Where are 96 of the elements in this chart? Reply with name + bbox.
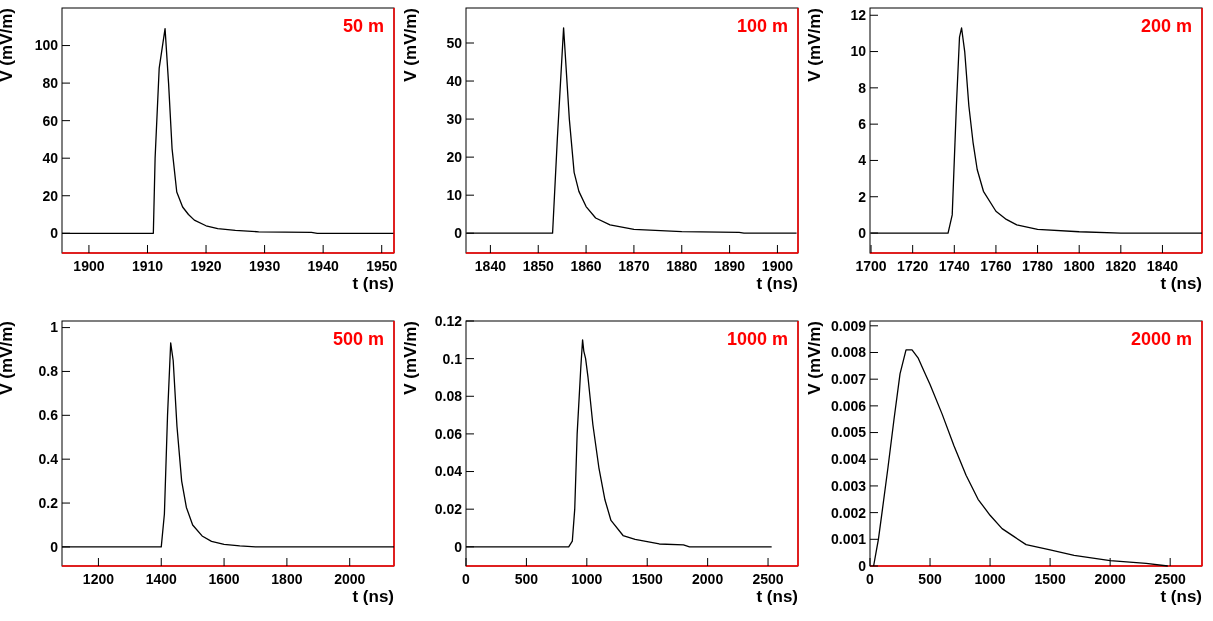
x-tick-label: 2500 (1154, 571, 1186, 587)
y-tick-label: 30 (446, 110, 463, 127)
y-tick-label: 1 (50, 319, 59, 336)
y-tick-label: 0.02 (434, 501, 463, 518)
x-tick-label: 1500 (631, 571, 663, 587)
x-tick-label: 1740 (938, 258, 971, 274)
y-tick-label: 4 (858, 152, 867, 169)
x-tick-label: 1820 (1105, 258, 1137, 274)
x-axis-title: t (ns) (756, 587, 798, 606)
x-tick-label: 1860 (570, 258, 602, 274)
x-tick-label: 1500 (1034, 571, 1066, 587)
y-tick-label: 12 (850, 7, 867, 24)
y-tick-label: 40 (446, 72, 463, 89)
x-tick-label: 500 (514, 571, 539, 587)
y-tick-label: 50 (446, 34, 463, 51)
x-tick-label: 1890 (714, 258, 746, 274)
y-tick-label: 20 (446, 149, 463, 166)
x-tick-label: 2000 (692, 571, 724, 587)
y-tick-label: 0.1 (442, 350, 463, 367)
x-axis-title: t (ns) (352, 274, 394, 293)
y-tick-label: 6 (858, 116, 867, 133)
x-tick-label: 1930 (249, 258, 281, 274)
y-tick-label: 10 (446, 187, 463, 204)
x-axis-title: t (ns) (1160, 274, 1202, 293)
y-tick-label: 0.009 (830, 317, 867, 334)
y-tick-label: 0 (858, 224, 867, 241)
y-tick-label: 0.6 (38, 407, 59, 424)
x-tick-label: 2000 (334, 571, 366, 587)
y-tick-label: 0 (454, 225, 463, 242)
y-tick-label: 0.007 (830, 371, 867, 388)
y-tick-label: 0 (50, 538, 59, 555)
x-tick-label: 1760 (980, 258, 1012, 274)
y-tick-label: 0.08 (434, 388, 463, 405)
y-tick-label: 100 (34, 37, 59, 54)
x-tick-label: 1940 (307, 258, 339, 274)
y-axis-title: V (mV/m) (805, 8, 824, 82)
y-tick-label: 60 (42, 112, 59, 129)
x-tick-label: 1850 (522, 258, 555, 274)
annotation: 50 m (342, 16, 384, 36)
x-tick-label: 1910 (131, 258, 164, 274)
x-tick-label: 1000 (571, 571, 603, 587)
y-tick-label: 0 (858, 557, 867, 574)
annotation: 500 m (332, 329, 384, 349)
y-tick-label: 0.8 (38, 363, 59, 380)
x-tick-label: 1920 (190, 258, 222, 274)
y-tick-label: 0.002 (830, 504, 867, 521)
y-tick-label: 8 (858, 79, 867, 96)
y-tick-label: 0.003 (830, 477, 867, 494)
x-tick-label: 1900 (761, 258, 794, 274)
y-axis-title: V (mV/m) (0, 8, 16, 82)
y-tick-label: 0.12 (434, 312, 463, 329)
x-tick-label: 2000 (1094, 571, 1126, 587)
y-tick-label: 80 (42, 75, 59, 91)
x-tick-label: 1600 (208, 571, 240, 587)
x-tick-label: 1800 (271, 571, 303, 587)
y-tick-label: 40 (42, 150, 59, 167)
x-tick-label: 1700 (855, 258, 887, 274)
annotation: 100 m (736, 16, 788, 36)
y-tick-label: 10 (850, 43, 867, 60)
y-axis-title: V (mV/m) (805, 321, 824, 395)
x-axis-title: t (ns) (1160, 587, 1202, 606)
annotation: 200 m (1140, 16, 1192, 36)
y-tick-label: 0.008 (830, 344, 867, 361)
x-tick-label: 1720 (897, 258, 929, 274)
y-tick-label: 0.004 (830, 451, 867, 468)
y-axis-title: V (mV/m) (0, 321, 16, 395)
annotation: 1000 m (726, 329, 788, 349)
y-tick-label: 0 (454, 538, 463, 555)
y-tick-label: 0.2 (38, 494, 59, 511)
y-tick-label: 0.06 (434, 425, 463, 442)
y-tick-label: 0.006 (830, 397, 867, 414)
x-tick-label: 2500 (752, 571, 784, 587)
x-tick-label: 1880 (666, 258, 698, 274)
y-tick-label: 20 (42, 187, 59, 204)
y-tick-label: 0.4 (38, 451, 59, 468)
x-tick-label: 1000 (974, 571, 1006, 587)
x-tick-label: 1800 (1063, 258, 1095, 274)
x-tick-label: 1900 (73, 258, 105, 274)
y-tick-label: 0 (50, 225, 59, 242)
x-tick-label: 1400 (145, 571, 178, 587)
y-axis-title: V (mV/m) (401, 321, 420, 395)
y-tick-label: 0.04 (434, 463, 463, 480)
y-tick-label: 0.001 (830, 531, 867, 548)
x-axis-title: t (ns) (756, 274, 798, 293)
x-tick-label: 1840 (474, 258, 507, 274)
x-axis-title: t (ns) (352, 587, 394, 606)
y-tick-label: 0.005 (830, 424, 867, 441)
x-tick-label: 1870 (618, 258, 650, 274)
x-tick-label: 1950 (366, 258, 398, 274)
y-axis-title: V (mV/m) (401, 8, 420, 82)
x-tick-label: 1780 (1021, 258, 1054, 274)
x-tick-label: 1840 (1146, 258, 1179, 274)
x-tick-label: 500 (918, 571, 942, 587)
y-tick-label: 2 (858, 188, 867, 205)
x-tick-label: 1200 (82, 571, 115, 587)
annotation: 2000 m (1130, 329, 1192, 349)
